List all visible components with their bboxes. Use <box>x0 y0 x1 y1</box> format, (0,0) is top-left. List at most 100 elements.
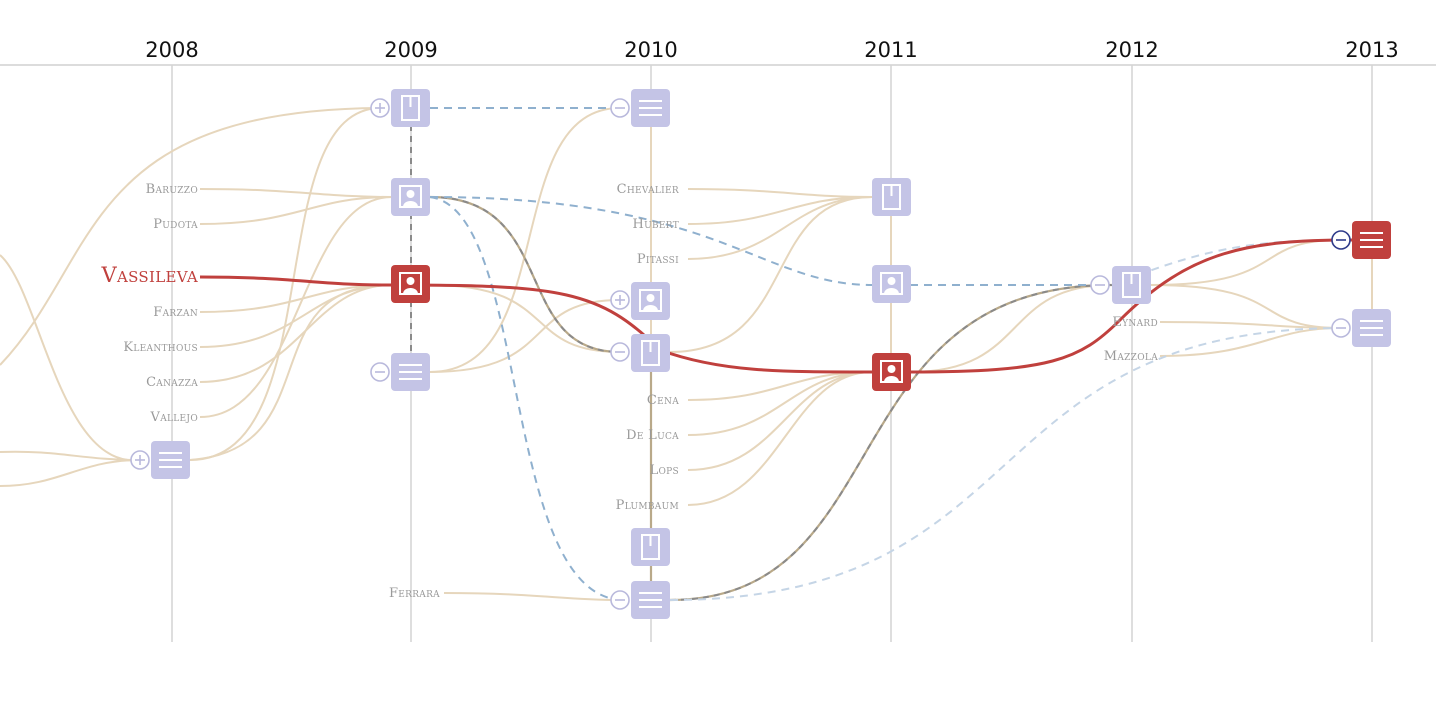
link-plumbaum <box>687 371 873 506</box>
link-left-mid <box>0 450 141 461</box>
year-label-2013: 2013 <box>1345 38 1398 62</box>
person-icon <box>880 272 903 295</box>
list-icon <box>1360 320 1383 336</box>
node-2012-book[interactable] <box>1112 266 1151 304</box>
link-2008-to-2009-top <box>189 107 381 461</box>
coauthor-links <box>0 107 1373 601</box>
node-2009-person[interactable] <box>391 178 430 216</box>
link-ferrara <box>443 592 621 601</box>
link-left-top <box>0 254 141 462</box>
node-2009-list[interactable] <box>391 353 430 391</box>
label-baruzzo[interactable]: Baruzzo <box>146 182 198 197</box>
label-hubert[interactable]: Hubert <box>632 217 679 232</box>
year-label-2008: 2008 <box>145 38 198 62</box>
node-2010-book-low[interactable] <box>631 528 670 566</box>
node-2010-list-bottom[interactable] <box>631 581 670 619</box>
label-ferrara[interactable]: Ferrara <box>389 586 440 601</box>
link-baruzzo <box>199 188 393 198</box>
collapse-2010-top[interactable] <box>610 98 630 118</box>
link-2012-to-2013-top <box>1149 239 1341 286</box>
year-gridlines <box>171 65 1373 642</box>
label-kleanthous[interactable]: Kleanthous <box>123 340 198 355</box>
collapse-2010-book[interactable] <box>610 342 630 362</box>
year-label-2012: 2012 <box>1105 38 1158 62</box>
link-2009-to-2010-dash <box>429 196 621 353</box>
list-icon <box>399 364 422 380</box>
link-2009-to-2010-dark <box>429 195 621 354</box>
collapse-2013-list[interactable] <box>1331 318 1351 338</box>
dash-2009-to-2010-bottom <box>429 196 621 601</box>
collapse-2010-bottom[interactable] <box>610 590 630 610</box>
list-icon <box>639 592 662 608</box>
list-icon <box>639 100 662 116</box>
author-labels: Baruzzo Pudota Vassileva Farzan Kleantho… <box>101 182 1158 601</box>
label-eynard[interactable]: Eynard <box>1112 315 1158 330</box>
label-farzan[interactable]: Farzan <box>153 305 198 320</box>
node-2013-focus[interactable] <box>1352 221 1391 259</box>
label-canazza[interactable]: Canazza <box>146 375 198 390</box>
label-vassileva[interactable]: Vassileva <box>101 263 198 287</box>
vassileva-path <box>199 238 1353 374</box>
link-lops <box>687 371 873 471</box>
link-2010-to-2011-dark <box>669 283 1113 602</box>
link-left-low <box>0 459 141 487</box>
dash-2009-to-2011 <box>429 196 873 286</box>
link-hubert <box>687 196 873 225</box>
node-2010-book-mid[interactable] <box>631 334 670 372</box>
link-mazzola <box>1159 327 1341 357</box>
node-2013-list[interactable] <box>1352 309 1391 347</box>
link-kleanthous <box>199 284 393 348</box>
label-pitassi[interactable]: Pitassi <box>637 252 679 267</box>
link-2009-to-2010-mid <box>429 284 621 353</box>
node-2010-list-top[interactable] <box>631 89 670 127</box>
link-pitassi <box>687 196 873 260</box>
node-2009-book[interactable] <box>391 89 430 127</box>
year-labels: 2008 2009 2010 2011 2012 2013 <box>145 38 1398 62</box>
list-icon <box>1360 232 1383 248</box>
label-chevalier[interactable]: Chevalier <box>617 182 679 197</box>
collapse-2012-book[interactable] <box>1090 275 1110 295</box>
link-2011-to-2012 <box>909 284 1113 373</box>
list-icon <box>159 452 182 468</box>
link-2012-to-2013-bottom <box>1149 284 1341 329</box>
year-label-2011: 2011 <box>864 38 917 62</box>
node-2011-person[interactable] <box>872 265 911 303</box>
label-de-luca[interactable]: De Luca <box>626 428 679 443</box>
expand-2008[interactable] <box>130 450 150 470</box>
link-2010-to-2011 <box>669 196 873 353</box>
label-vallejo[interactable]: Vallejo <box>150 410 199 425</box>
expand-2009-book[interactable] <box>370 98 390 118</box>
person-icon <box>399 185 422 208</box>
link-2009-to-2010-low <box>429 299 621 373</box>
year-label-2009: 2009 <box>384 38 437 62</box>
link-canazza <box>199 284 393 383</box>
node-2009-focus[interactable] <box>391 265 430 303</box>
label-plumbaum[interactable]: Plumbaum <box>616 498 679 513</box>
link-2009-to-2010-top <box>429 107 621 373</box>
node-2011-focus[interactable] <box>872 353 911 391</box>
label-pudota[interactable]: Pudota <box>153 217 198 232</box>
link-de-luca <box>687 371 873 436</box>
label-mazzola[interactable]: Mazzola <box>1104 349 1158 364</box>
book-icon <box>401 95 420 121</box>
book-icon <box>641 340 660 366</box>
link-chevalier <box>687 188 873 198</box>
expand-2010-person[interactable] <box>610 290 630 310</box>
dash-2010-to-2013 <box>669 327 1341 601</box>
node-2008-list[interactable] <box>151 441 190 479</box>
node-2011-book[interactable] <box>872 178 911 216</box>
book-icon <box>882 184 901 210</box>
highlight-links <box>410 125 1113 602</box>
link-pudota <box>199 196 393 225</box>
node-2010-person[interactable] <box>631 282 670 320</box>
collapse-2009-list[interactable] <box>370 362 390 382</box>
person-icon <box>639 289 662 312</box>
year-label-2010: 2010 <box>624 38 677 62</box>
link-vallejo <box>199 196 393 418</box>
book-icon <box>1122 272 1141 298</box>
person-icon <box>399 272 422 295</box>
label-cena[interactable]: Cena <box>647 393 679 408</box>
label-lops[interactable]: Lops <box>650 463 679 478</box>
collapse-2013-focus[interactable] <box>1331 230 1351 250</box>
